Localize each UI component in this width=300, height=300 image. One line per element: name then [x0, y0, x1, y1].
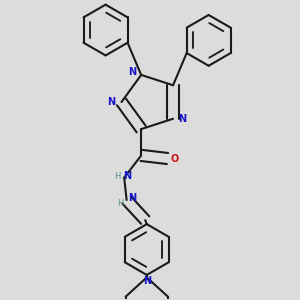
Text: N: N: [128, 68, 136, 77]
Text: H: H: [117, 199, 123, 208]
Text: N: N: [128, 194, 136, 203]
Text: N: N: [107, 97, 116, 107]
Text: N: N: [178, 114, 186, 124]
Text: O: O: [170, 154, 178, 164]
Text: H: H: [114, 172, 121, 181]
Text: N: N: [143, 276, 151, 286]
Text: N: N: [123, 171, 131, 181]
